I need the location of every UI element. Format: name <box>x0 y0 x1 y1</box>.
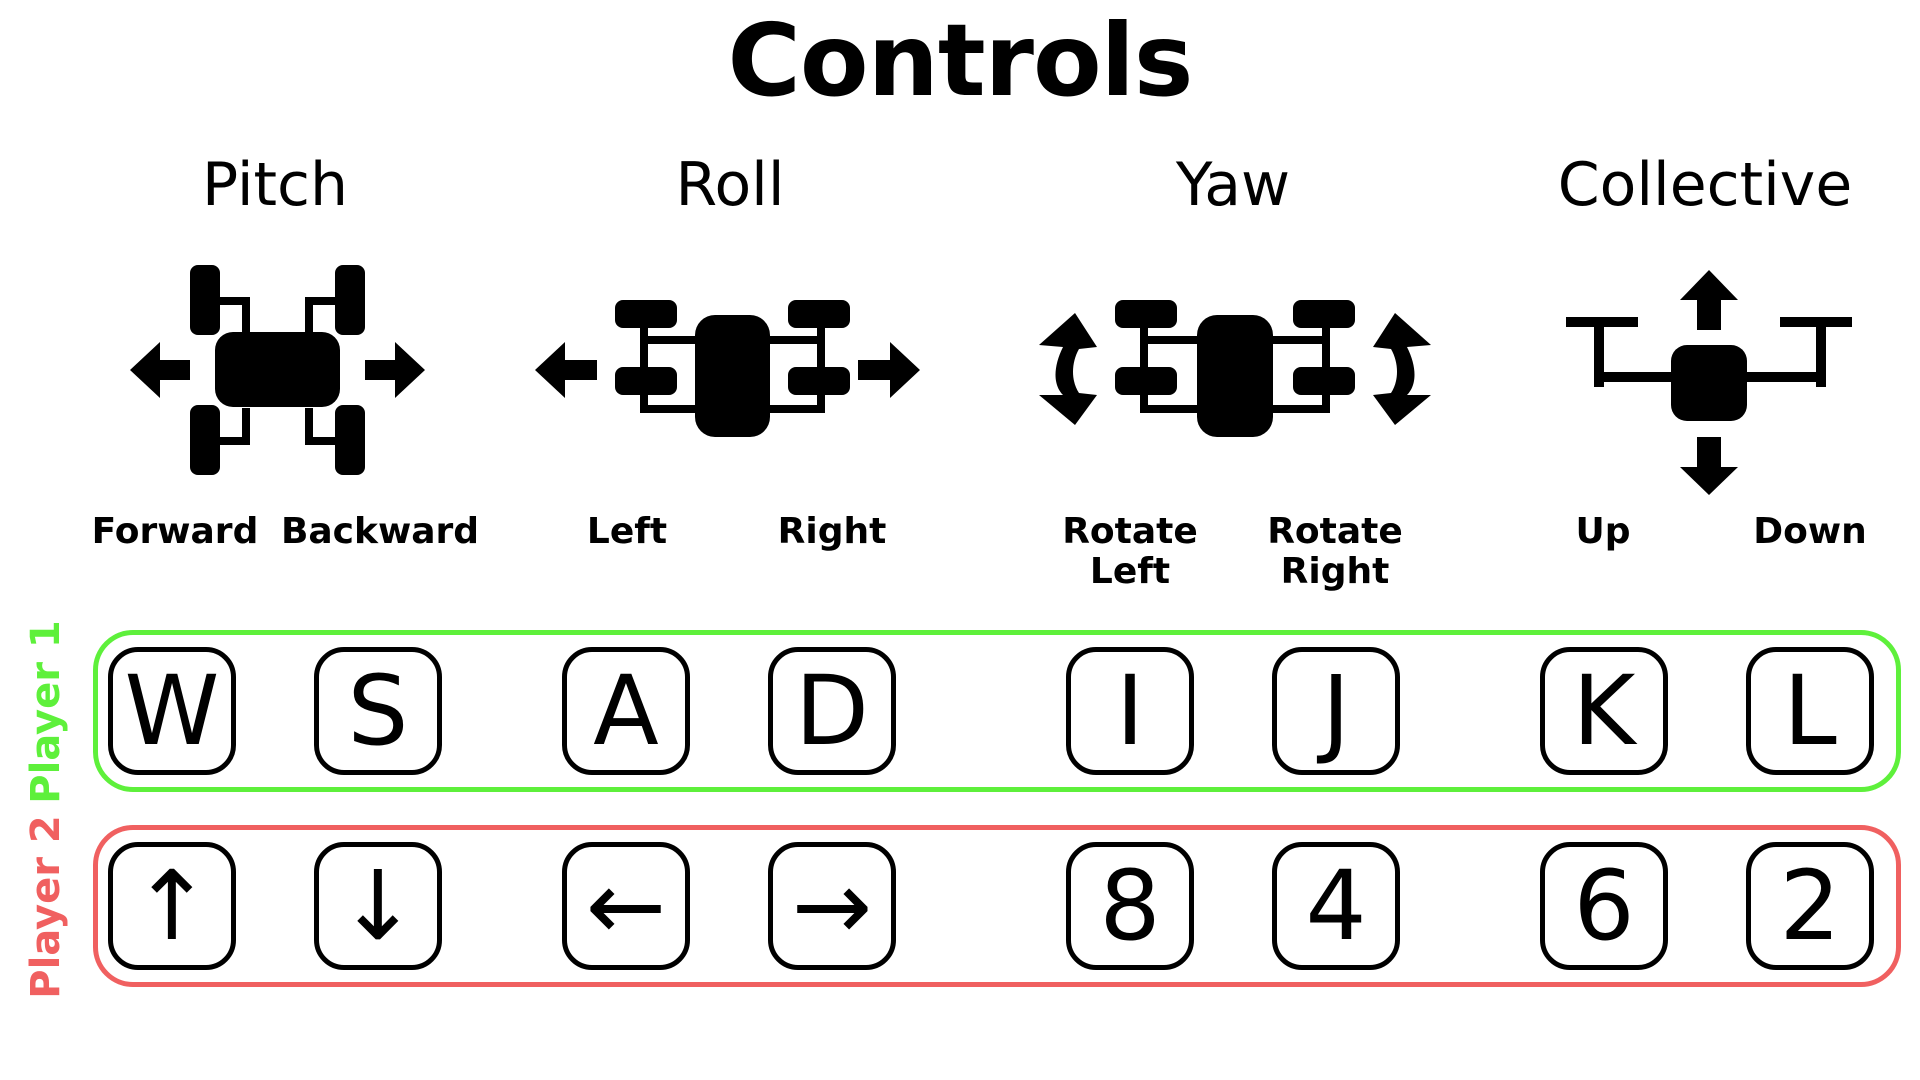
player-1-keys-panel: W S A D I J K L <box>93 630 1901 792</box>
key-arrow-right: → <box>768 842 896 970</box>
key-i: I <box>1066 647 1194 775</box>
key-arrow-down: ↓ <box>314 842 442 970</box>
category-pitch-title: Pitch <box>201 150 349 220</box>
key-s: S <box>314 647 442 775</box>
key-w: W <box>108 647 236 775</box>
key-2: 2 <box>1746 842 1874 970</box>
roll-drone-icon <box>535 300 920 437</box>
key-arrow-left: ← <box>562 842 690 970</box>
action-label-rotate-left: Rotate Left <box>1062 511 1198 592</box>
player-2-keys-panel: ↑ ↓ ← → 8 4 6 2 <box>93 825 1901 987</box>
collective-drone-icon <box>1566 270 1852 495</box>
page-title: Controls <box>727 2 1194 119</box>
key-k: K <box>1540 647 1668 775</box>
action-label-down: Down <box>1753 511 1867 552</box>
action-label-right: Right <box>777 511 887 552</box>
key-6: 6 <box>1540 842 1668 970</box>
yaw-drone-icon <box>1039 300 1431 437</box>
key-arrow-up: ↑ <box>108 842 236 970</box>
category-yaw-title: Yaw <box>1175 150 1291 220</box>
category-collective-title: Collective <box>1557 150 1853 220</box>
key-d: D <box>768 647 896 775</box>
key-8: 8 <box>1066 842 1194 970</box>
key-4: 4 <box>1272 842 1400 970</box>
category-roll-title: Roll <box>675 150 785 220</box>
key-j: J <box>1272 647 1400 775</box>
action-label-backward: Backward <box>280 511 480 552</box>
action-label-left: Left <box>586 511 668 552</box>
pitch-drone-icon <box>130 265 425 475</box>
action-label-up: Up <box>1575 511 1631 552</box>
action-label-forward: Forward <box>91 511 259 552</box>
key-a: A <box>562 647 690 775</box>
action-label-rotate-right: Rotate Right <box>1267 511 1403 592</box>
key-l: L <box>1746 647 1874 775</box>
